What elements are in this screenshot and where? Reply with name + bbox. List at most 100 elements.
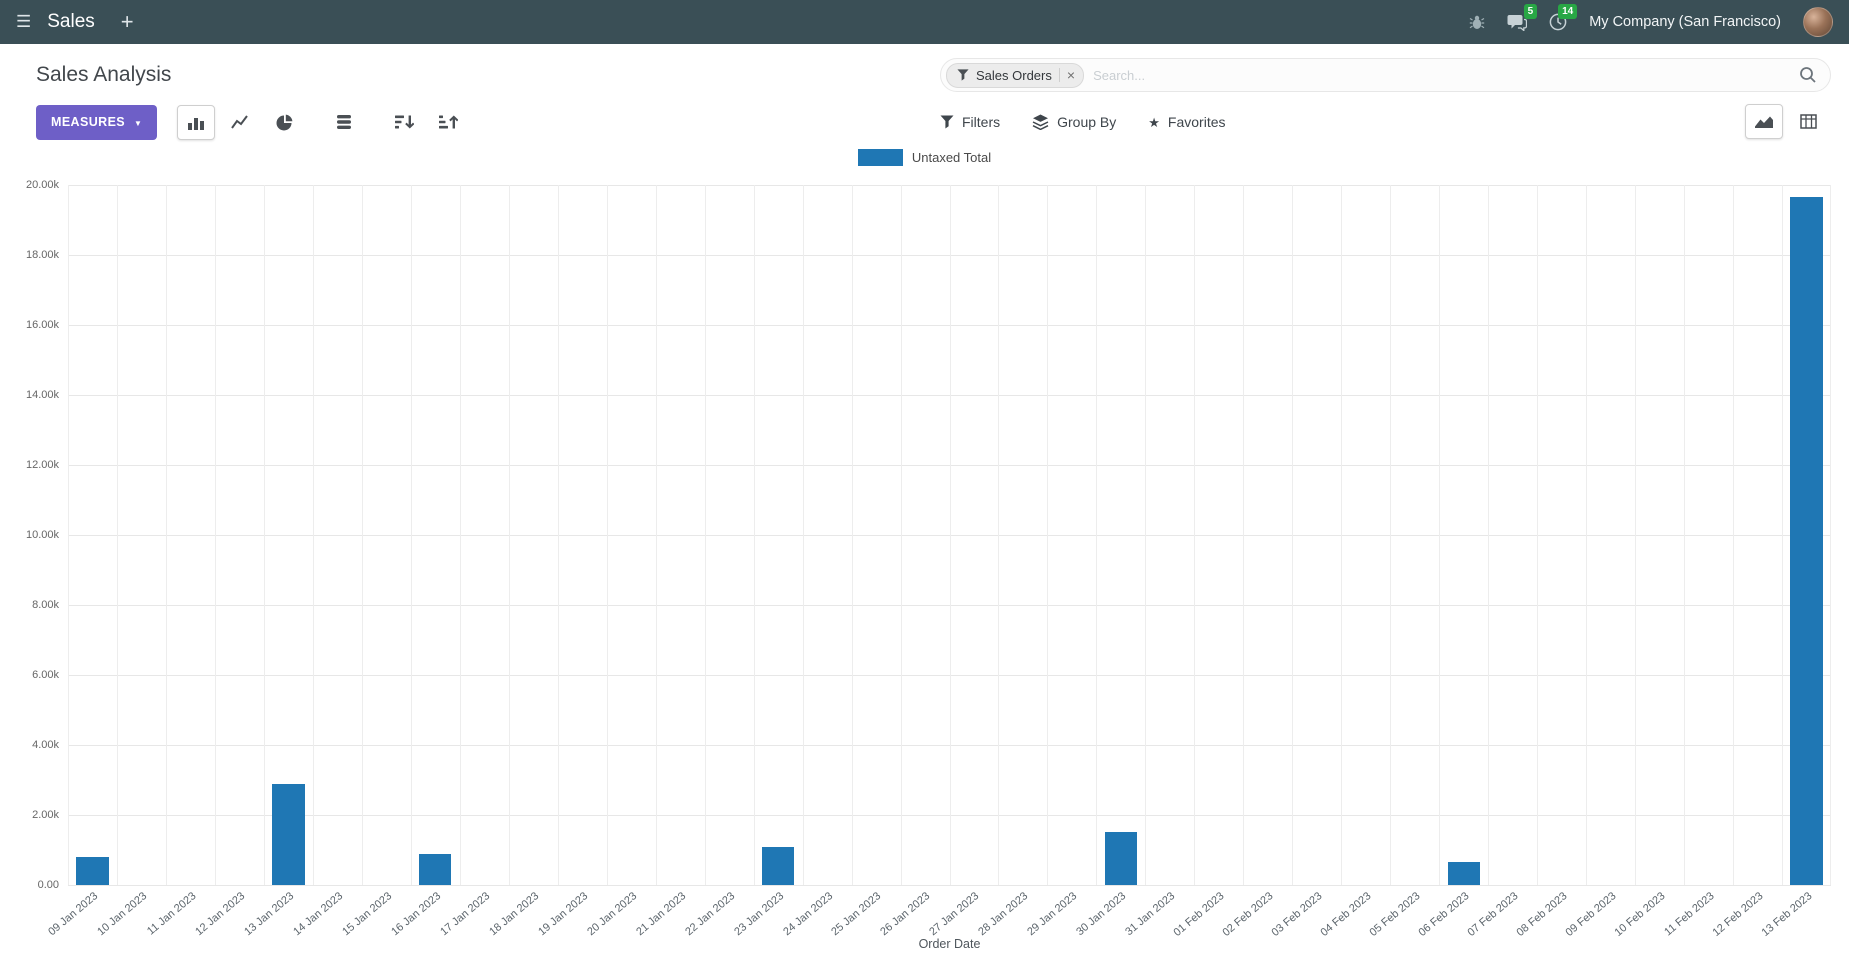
area-chart-icon [1755,116,1773,128]
vgrid-line [68,185,69,885]
chart-bar[interactable] [1104,831,1138,885]
vgrid-line [1635,185,1637,885]
sort-descending-button[interactable] [385,105,423,140]
x-tick-label: 13 Feb 2023 [1759,890,1815,939]
page-title: Sales Analysis [36,63,172,86]
chart-bar[interactable] [76,857,109,885]
breadcrumb-row: Sales Analysis Sales Orders × [36,56,1831,94]
line-chart-button[interactable] [221,105,259,140]
x-tick-label: 20 Jan 2023 [584,890,639,939]
chart-bar[interactable] [761,847,795,885]
vgrid-line [214,185,216,885]
x-tick-label: 08 Feb 2023 [1514,890,1570,939]
x-tick-label: 10 Jan 2023 [95,890,150,939]
x-tick-label: 18 Jan 2023 [486,890,541,939]
y-tick-label: 0.00 [37,879,59,891]
bar-chart-button[interactable] [177,104,216,140]
y-tick-label: 12.00k [25,459,59,471]
measures-button[interactable]: MEASURES ▼ [36,104,158,140]
plus-icon[interactable]: + [120,9,134,34]
y-tick-label: 8.00k [32,599,59,611]
x-tick-label: 12 Feb 2023 [1710,890,1766,939]
chart-bar[interactable] [1790,197,1823,885]
favorites-label: Favorites [1167,114,1226,130]
graph-view: Untaxed Total 09 Jan 2023 10 Jan 2023 11 J… [0,145,1849,951]
control-panel: Sales Analysis Sales Orders × MEASURES ▼ [0,44,1849,141]
x-tick-label: 24 Jan 2023 [780,890,835,939]
vgrid-line [998,185,1000,885]
caret-down-icon: ▼ [134,118,143,128]
vgrid-line [802,185,804,885]
graph-view-button[interactable] [1745,104,1783,139]
vgrid-line [949,185,951,885]
filters-funnel-icon [940,115,954,129]
avatar[interactable] [1803,7,1833,37]
filters-button[interactable]: Filters [940,114,1000,130]
pie-chart-button[interactable] [265,105,303,140]
vgrid-line [459,185,461,885]
app-name[interactable]: Sales [47,11,95,32]
debug-icon[interactable] [1469,0,1485,44]
activities-icon[interactable]: 14 [1549,0,1578,44]
x-tick-label: 11 Feb 2023 [1661,890,1717,939]
x-tick-label: 28 Jan 2023 [976,890,1031,939]
vgrid-line [753,185,755,885]
filters-label: Filters [962,114,1001,130]
vgrid-line [1145,185,1147,885]
vgrid-line [1586,185,1588,885]
vgrid-line [312,185,314,885]
chart-bar[interactable] [419,853,452,885]
vgrid-line [1047,185,1049,885]
layers-icon [1032,114,1049,130]
legend-label: Untaxed Total [911,149,992,165]
vgrid-line [1830,185,1831,885]
search-input[interactable] [1093,67,1790,83]
sort-descending-icon [394,115,414,129]
x-axis-labels: 09 Jan 2023 10 Jan 2023 11 Jan 2023 12 Jan … [46,885,1831,943]
pie-chart-icon [276,114,293,130]
stacked-toggle-button[interactable] [325,105,363,140]
x-tick-label: 16 Jan 2023 [388,890,444,939]
y-tick-label: 4.00k [32,739,59,751]
pivot-table-icon [1799,114,1817,129]
x-tick-label: 01 Feb 2023 [1171,890,1227,939]
x-tick-label: 31 Jan 2023 [1123,890,1178,939]
x-tick-label: 10 Feb 2023 [1612,890,1668,939]
messages-icon[interactable]: 5 [1507,0,1538,44]
company-menu[interactable]: My Company (San Francisco) [1589,14,1781,30]
vgrid-line [557,185,559,885]
x-tick-label: 30 Jan 2023 [1074,890,1129,939]
vgrid-line [704,185,706,885]
vgrid-line [165,185,167,885]
search-facet[interactable]: Sales Orders × [946,62,1085,88]
x-tick-label: 09 Jan 2023 [46,890,101,939]
vgrid-line [1243,185,1245,885]
vgrid-line [1292,185,1294,885]
chart-bar[interactable] [1447,862,1480,885]
x-tick-label: 29 Jan 2023 [1025,890,1080,939]
chart-legend[interactable]: Untaxed Total [0,145,1849,169]
apps-menu-icon[interactable]: ☰ [16,12,32,31]
facet-remove-icon[interactable]: × [1058,68,1075,82]
sort-ascending-button[interactable] [429,105,467,140]
chart-bar[interactable] [272,783,305,885]
search-icon[interactable] [1799,66,1817,84]
search-bar[interactable]: Sales Orders × [940,58,1831,92]
vgrid-line [263,185,265,885]
view-switcher [1739,104,1827,139]
vgrid-line [410,185,412,885]
x-tick-label: 13 Jan 2023 [241,890,297,939]
line-chart-icon [231,115,249,129]
favorites-button[interactable]: ★ Favorites [1148,114,1225,130]
vgrid-line [851,185,853,885]
group-by-button[interactable]: Group By [1032,114,1116,130]
x-tick-label: 22 Jan 2023 [682,890,737,939]
x-tick-label: 04 Feb 2023 [1318,890,1374,939]
x-tick-label: 14 Jan 2023 [290,890,346,939]
pivot-view-button[interactable] [1789,104,1827,139]
vgrid-line [116,185,118,885]
x-tick-label: 12 Jan 2023 [193,890,248,939]
x-tick-label: 03 Feb 2023 [1269,890,1325,939]
top-navbar: ☰ Sales + 5 14 My Company (San Francisco… [0,0,1849,44]
x-tick-label: 26 Jan 2023 [878,890,933,939]
